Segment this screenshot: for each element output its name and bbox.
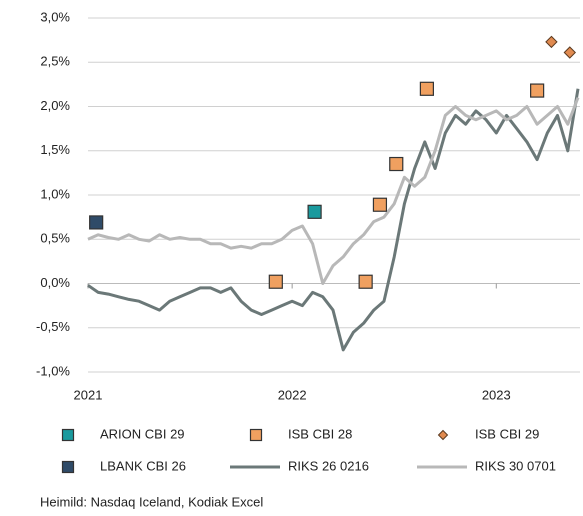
legend-label: LBANK CBI 26 — [100, 458, 186, 473]
y-tick-label: 0,5% — [40, 231, 70, 246]
y-tick-label: 2,0% — [40, 98, 70, 113]
diamond-marker — [563, 46, 577, 59]
y-tick-label: 2,5% — [40, 54, 70, 69]
line-series — [87, 97, 580, 285]
legend-label: RIKS 30 0701 — [475, 458, 556, 473]
y-tick-label: 3,0% — [40, 9, 70, 24]
y-tick-label: 1,0% — [40, 186, 70, 201]
square-marker — [372, 197, 388, 212]
y-tick-label: 0,0% — [40, 275, 70, 290]
legend-marker — [437, 429, 449, 441]
y-tick-label: -1,0% — [36, 363, 70, 378]
source-note: Heimild: Nasdaq Iceland, Kodiak Excel — [40, 494, 263, 509]
x-tick-label: 2021 — [74, 387, 103, 402]
y-tick-label: -0,5% — [36, 319, 70, 334]
square-marker — [389, 156, 404, 172]
square-marker — [419, 81, 434, 96]
square-marker — [358, 274, 373, 289]
legend-label: ARION CBI 29 — [100, 426, 185, 441]
square-marker — [268, 274, 283, 289]
square-marker — [307, 204, 322, 219]
legend-label: ISB CBI 29 — [475, 426, 539, 441]
legend-label: ISB CBI 28 — [288, 426, 352, 441]
y-tick-label: 1,5% — [40, 142, 70, 157]
legend-marker — [249, 428, 263, 442]
line-series — [87, 88, 580, 352]
diamond-marker — [545, 35, 558, 49]
square-marker — [89, 215, 104, 230]
x-tick-label: 2023 — [482, 387, 511, 402]
legend-marker — [61, 460, 75, 474]
legend-label: RIKS 26 0216 — [288, 458, 369, 473]
x-tick-label: 2022 — [278, 387, 307, 402]
square-marker — [530, 83, 545, 98]
legend-marker — [61, 428, 75, 442]
